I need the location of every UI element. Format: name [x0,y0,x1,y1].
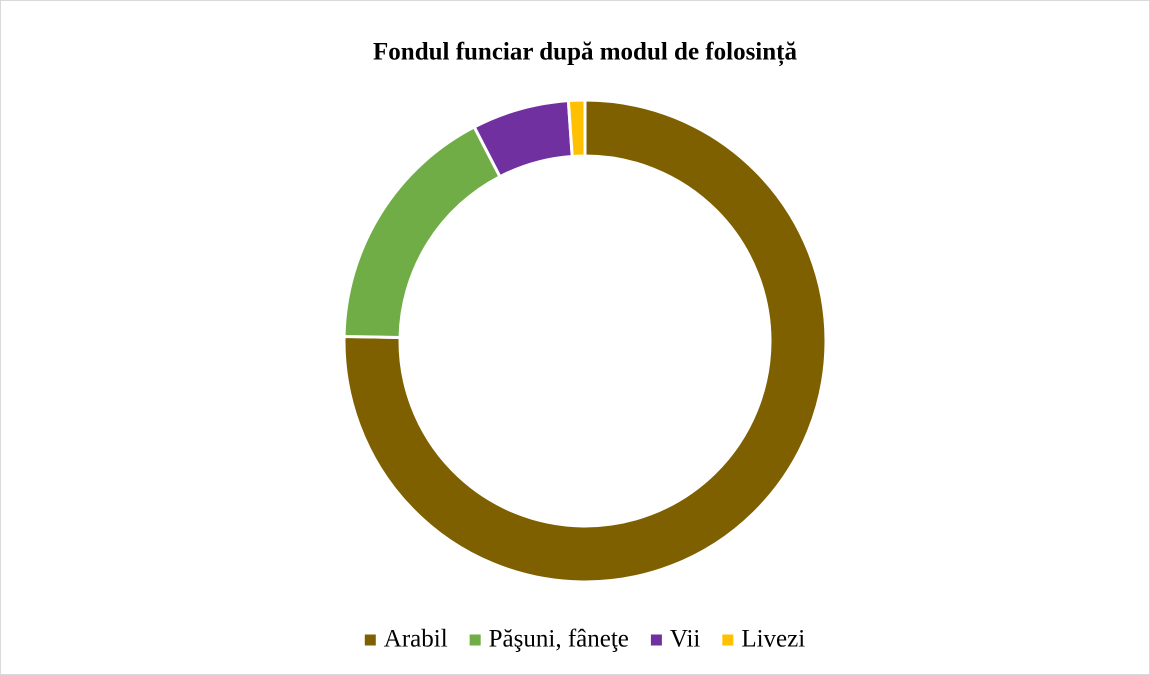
legend-swatch [469,634,481,646]
legend-label: Vii [670,626,700,653]
legend-label: Arabil [384,626,448,653]
legend-label: Livezi [741,626,805,653]
chart-title: Fondul funciar după modul de folosință [373,39,797,67]
donut-segment [342,98,828,584]
legend-swatch [722,634,734,646]
legend-swatch [364,634,376,646]
legend-swatch [650,634,662,646]
donut-segment [566,98,587,159]
legend-label: Păşuni, fâneţe [489,626,629,653]
